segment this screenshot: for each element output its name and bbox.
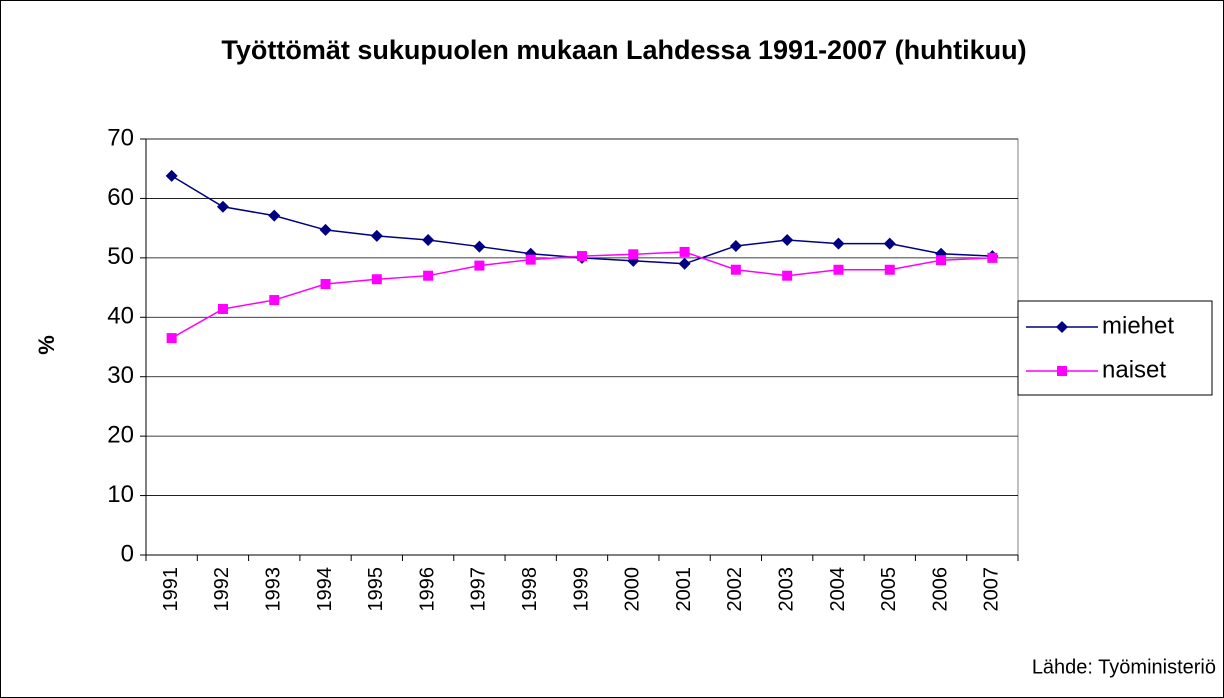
- point: [319, 223, 332, 236]
- point: [474, 260, 485, 271]
- point: [371, 274, 382, 285]
- point: [782, 270, 793, 281]
- x-tick-label: 1997: [468, 567, 490, 612]
- x-tick-label: 2002: [724, 567, 746, 612]
- x-tick-label: 2000: [622, 567, 644, 612]
- point: [730, 264, 741, 275]
- point: [216, 200, 229, 213]
- x-tick-label: 1992: [211, 567, 233, 612]
- y-tick-label: 0: [121, 540, 134, 567]
- x-tick-label: 2001: [673, 567, 695, 612]
- y-tick-label: 40: [107, 303, 134, 330]
- point: [423, 270, 434, 281]
- x-tick-label: 2006: [929, 567, 951, 612]
- plot-area: [145, 138, 1019, 556]
- point: [1057, 366, 1067, 376]
- point: [628, 249, 639, 260]
- point: [166, 333, 177, 344]
- x-tick-label: 1991: [160, 567, 182, 612]
- y-tick-label: 60: [107, 184, 134, 211]
- y-tick-label: 20: [107, 421, 134, 448]
- y-tick-label: 70: [107, 124, 134, 151]
- point: [1056, 321, 1068, 333]
- point: [525, 254, 536, 265]
- point: [987, 252, 998, 263]
- x-tick-label: 1994: [314, 567, 336, 612]
- point: [678, 257, 691, 270]
- x-tick-label: 2003: [775, 567, 797, 612]
- point: [936, 255, 947, 266]
- point: [473, 240, 486, 253]
- point: [781, 234, 794, 247]
- point: [679, 246, 690, 257]
- x-tick-label: 2004: [827, 567, 849, 612]
- point: [884, 264, 895, 275]
- legend-label: naiset: [1102, 356, 1166, 383]
- legend-label: miehet: [1102, 312, 1174, 339]
- point: [832, 237, 845, 250]
- x-tick-label: 1998: [519, 567, 541, 612]
- x-tick-label: 1993: [263, 567, 285, 612]
- point: [269, 295, 280, 306]
- point: [729, 239, 742, 252]
- point: [883, 237, 896, 250]
- chart-title: Työttömät sukupuolen mukaan Lahdessa 199…: [221, 35, 1026, 65]
- point: [833, 264, 844, 275]
- point: [370, 229, 383, 242]
- point: [165, 169, 178, 182]
- legend-box: [1017, 300, 1213, 396]
- y-tick-label: 30: [107, 362, 134, 389]
- point: [320, 279, 331, 290]
- y-axis-label: %: [34, 335, 59, 355]
- source-note: Lähde: Työministeriö: [1032, 656, 1216, 678]
- x-tick-label: 1995: [365, 567, 387, 612]
- point: [577, 251, 587, 262]
- y-tick-label: 50: [107, 243, 134, 270]
- x-tick-label: 1999: [570, 567, 592, 612]
- point: [217, 303, 228, 314]
- x-tick-label: 2007: [981, 567, 1003, 612]
- x-tick-label: 2005: [878, 567, 900, 612]
- point: [422, 234, 435, 247]
- point: [268, 209, 281, 222]
- y-tick-label: 10: [107, 481, 134, 508]
- x-tick-label: 1996: [416, 567, 438, 612]
